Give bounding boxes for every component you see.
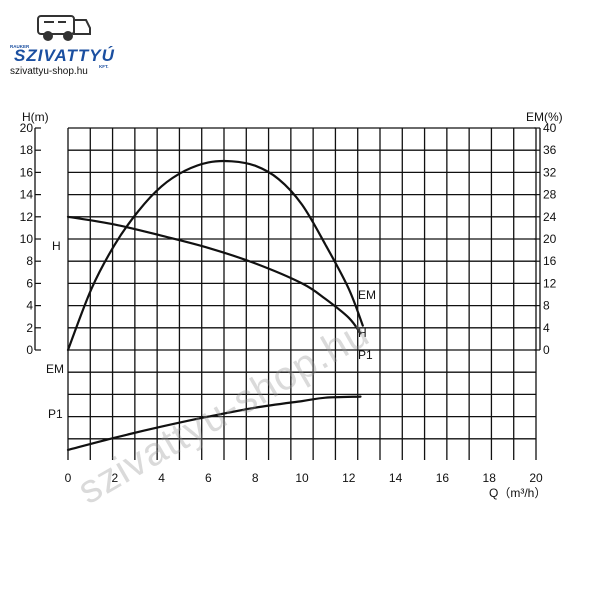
- logo: RAUKER SZIVATTYÚ KFT.: [6, 6, 126, 78]
- x-axis-label: Q（m³/h）: [489, 486, 546, 500]
- left-label-h: H: [52, 239, 61, 253]
- left-axis-tick-label: 16: [20, 165, 34, 179]
- x-axis-tick-label: 4: [158, 471, 165, 485]
- left-axis-tick-label: 14: [20, 188, 34, 202]
- curve-p1: [66, 395, 362, 451]
- website-link[interactable]: szivattyu-shop.hu: [10, 66, 88, 77]
- grid-lines: [67, 127, 537, 460]
- pump-truck-logo-icon: [37, 15, 91, 41]
- right-axis-tick-label: 40: [543, 121, 557, 135]
- left-axis-tick-label: 18: [20, 143, 34, 157]
- left-axis-tick-label: 20: [20, 121, 34, 135]
- curve-label-em: EM: [358, 288, 376, 302]
- right-axis: 0 4 8 12 16 20 24 28 32 36 40: [534, 121, 557, 357]
- left-axis-label: H(m): [22, 110, 49, 124]
- left-axis-tick-label: 10: [20, 232, 34, 246]
- x-axis-tick-label: 12: [342, 471, 356, 485]
- right-axis-tick-label: 0: [543, 343, 550, 357]
- left-axis-tick-label: 6: [26, 276, 33, 290]
- left-axis: 0 2 4 6 8 10 12 14 16 18 20: [20, 121, 41, 357]
- curve-h: [66, 215, 362, 335]
- x-axis-tick-label: 18: [483, 471, 497, 485]
- right-axis-label: EM(%): [526, 110, 563, 124]
- x-axis-tick-label: 20: [529, 471, 543, 485]
- left-axis-tick-label: 2: [26, 321, 33, 335]
- logo-kft: KFT.: [99, 64, 109, 69]
- x-axis-tick-label: 8: [252, 471, 259, 485]
- left-axis-tick-label: 0: [26, 343, 33, 357]
- left-axis-tick-label: 8: [26, 254, 33, 268]
- curve-label-p1: P1: [358, 348, 373, 362]
- left-axis-tick-label: 12: [20, 210, 34, 224]
- right-axis-tick-label: 16: [543, 254, 557, 268]
- x-axis-tick-label: 10: [295, 471, 309, 485]
- curve-em: [66, 159, 364, 352]
- x-axis-tick-label: 6: [205, 471, 212, 485]
- x-axis-tick-label: 0: [65, 471, 72, 485]
- x-axis-tick-label: 2: [111, 471, 118, 485]
- x-axis: 0 2 4 6 8 10 12 14 16 18 20: [65, 471, 543, 485]
- left-label-p1: P1: [48, 407, 63, 421]
- right-axis-tick-label: 20: [543, 232, 557, 246]
- left-label-em: EM: [46, 362, 64, 376]
- right-axis-tick-label: 4: [543, 321, 550, 335]
- x-axis-tick-label: 16: [436, 471, 450, 485]
- curves: [66, 159, 364, 451]
- right-axis-tick-label: 12: [543, 276, 557, 290]
- right-axis-tick-label: 36: [543, 143, 557, 157]
- logo-small-text: RAUKER: [10, 44, 30, 49]
- logo-brand-name: SZIVATTYÚ: [14, 46, 115, 65]
- curve-label-h: H: [358, 326, 367, 340]
- right-axis-tick-label: 8: [543, 299, 550, 313]
- right-axis-tick-label: 32: [543, 165, 557, 179]
- right-axis-tick-label: 28: [543, 188, 557, 202]
- right-axis-tick-label: 24: [543, 210, 557, 224]
- left-axis-tick-label: 4: [26, 299, 33, 313]
- x-axis-tick-label: 14: [389, 471, 403, 485]
